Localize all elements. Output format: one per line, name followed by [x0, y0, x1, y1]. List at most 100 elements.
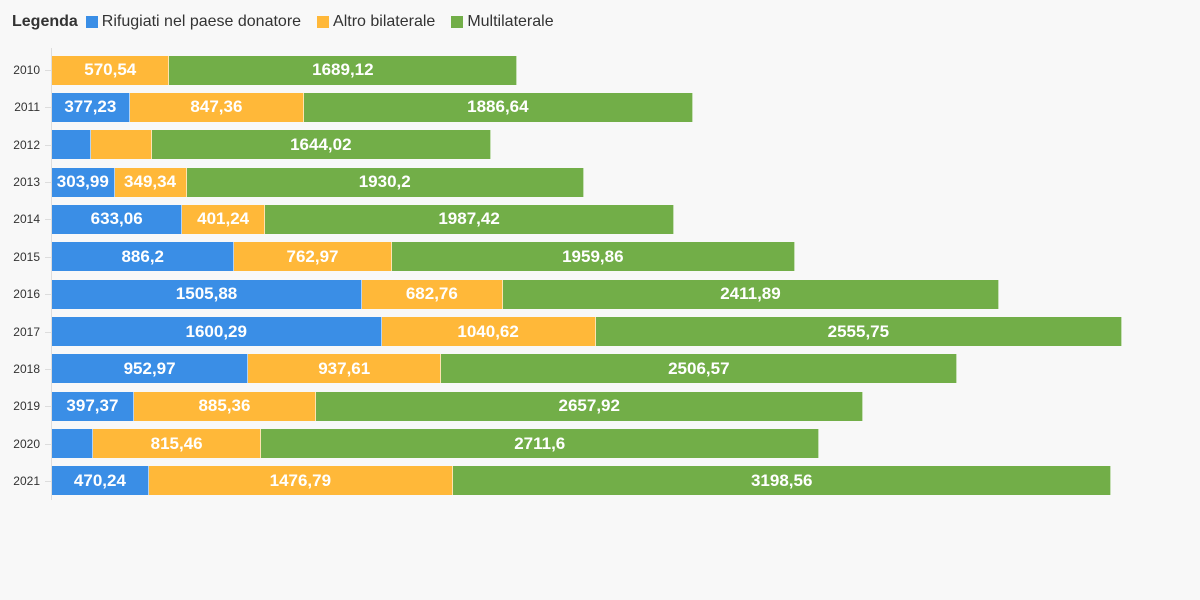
- data-label: 952,97: [123, 358, 176, 378]
- y-tick: [45, 331, 51, 333]
- legend: Legenda Rifugiati nel paese donatore Alt…: [12, 13, 570, 31]
- data-label: 570,54: [84, 60, 137, 79]
- y-tick: [45, 406, 51, 408]
- data-label: 3198,56: [750, 470, 813, 490]
- bar-segment-2019-2[interactable]: 2657,92: [316, 391, 864, 421]
- bar-segment-2018-0[interactable]: 952,97: [52, 354, 249, 384]
- bar-segment-2021-0[interactable]: 470,24: [52, 466, 149, 496]
- bar-segment-2012-2[interactable]: 1644,02: [152, 130, 491, 160]
- bar-segment-2010-2[interactable]: 1689,12: [169, 55, 518, 85]
- bar-segment-2012-1[interactable]: [91, 130, 153, 160]
- legend-title: Legenda: [12, 13, 78, 30]
- data-label: 885,36: [198, 396, 251, 416]
- bar-segment-2011-1[interactable]: 847,36: [129, 92, 305, 122]
- bar-segment-2011-0[interactable]: 377,23: [52, 92, 130, 122]
- bar-segment-2014-1[interactable]: 401,24: [182, 204, 265, 234]
- bar-segment-2015-1[interactable]: 762,97: [234, 242, 392, 272]
- legend-swatch: [317, 16, 330, 28]
- data-label: 1987,42: [438, 209, 500, 229]
- y-tick-label: 2013: [13, 175, 40, 190]
- data-label: 2555,75: [827, 321, 890, 341]
- bar-segment-2015-2[interactable]: 1959,86: [391, 242, 796, 272]
- bar-segment-2019-0[interactable]: 397,37: [52, 391, 134, 421]
- data-label: 1689,12: [312, 60, 374, 79]
- y-tick: [45, 219, 51, 221]
- bar-segment-2019-1[interactable]: 885,36: [133, 391, 317, 421]
- data-label: 1644,02: [290, 134, 352, 154]
- y-tick-label: 2014: [13, 212, 40, 227]
- bar-segment-2011-2[interactable]: 1886,64: [304, 92, 693, 122]
- legend-label: Rifugiati nel paese donatore: [101, 13, 302, 30]
- bar-segment-2014-0[interactable]: 633,06: [52, 204, 183, 234]
- bar-segment-2016-1[interactable]: 682,76: [362, 279, 503, 309]
- bar-segment-2018-1[interactable]: 937,61: [248, 354, 442, 384]
- bar-segment-2016-2[interactable]: 2411,89: [502, 279, 1000, 309]
- bar-segment-2018-2[interactable]: 2506,57: [441, 354, 958, 384]
- data-label: 377,23: [64, 97, 117, 117]
- y-tick-label: 2015: [13, 249, 40, 264]
- data-label: 815,46: [150, 433, 203, 453]
- bar-segment-2013-2[interactable]: 1930,2: [186, 167, 584, 197]
- data-label: 2711,6: [514, 433, 566, 453]
- legend-swatch: [85, 16, 98, 28]
- bar-segment-2021-2[interactable]: 3198,56: [452, 466, 1112, 496]
- data-label: 401,24: [197, 209, 250, 229]
- data-label: 682,76: [405, 284, 458, 304]
- data-label: 1476,79: [269, 470, 332, 490]
- data-label: 847,36: [190, 97, 243, 117]
- y-tick: [45, 368, 51, 370]
- y-tick-label: 2019: [13, 399, 40, 414]
- y-tick: [45, 443, 51, 445]
- bar-segment-2017-1[interactable]: 1040,62: [381, 317, 596, 347]
- bar-segment-2017-0[interactable]: 1600,29: [52, 317, 382, 347]
- bar-segment-2014-2[interactable]: 1987,42: [264, 204, 675, 234]
- legend-label: Altro bilaterale: [333, 13, 436, 30]
- legend-swatch: [451, 16, 464, 28]
- bar-segment-2012-0[interactable]: [52, 130, 92, 160]
- y-tick-label: 2012: [13, 137, 40, 152]
- bar-segment-2017-2[interactable]: 2555,75: [595, 317, 1122, 347]
- data-label: 633,06: [90, 209, 143, 229]
- y-tick-label: 2021: [13, 473, 40, 488]
- bar-segment-2020-0[interactable]: [52, 429, 94, 459]
- data-label: 470,24: [73, 470, 126, 490]
- data-label: 1959,86: [562, 246, 624, 266]
- data-label: 1930,2: [358, 172, 411, 192]
- data-label: 1886,64: [467, 97, 529, 117]
- data-label: 303,99: [56, 172, 109, 192]
- y-tick-label: 2011: [14, 100, 40, 115]
- data-label: 2657,92: [558, 396, 620, 416]
- y-axis-line: [51, 48, 52, 500]
- y-tick: [45, 256, 51, 258]
- bar-segment-2015-0[interactable]: 886,2: [52, 242, 235, 272]
- bar-segment-2016-0[interactable]: 1505,88: [52, 279, 363, 309]
- bar-segment-2020-1[interactable]: 815,46: [93, 429, 262, 459]
- data-label: 762,97: [286, 246, 339, 266]
- y-tick-label: 2017: [13, 324, 40, 339]
- data-label: 1600,29: [185, 321, 247, 341]
- y-tick: [45, 294, 51, 296]
- legend-item-rifugiati[interactable]: Rifugiati nel paese donatore: [85, 13, 302, 31]
- bar-segment-2021-1[interactable]: 1476,79: [148, 466, 453, 496]
- data-label: 1505,88: [175, 284, 238, 304]
- data-label: 2506,57: [668, 358, 730, 378]
- legend-item-altro-bilaterale[interactable]: Altro bilaterale: [317, 13, 435, 31]
- y-tick-label: 2020: [13, 436, 40, 451]
- legend-item-multilaterale[interactable]: Multilaterale: [451, 13, 554, 31]
- bar-segment-2010-1[interactable]: 570,54: [52, 55, 170, 85]
- bar-segment-2020-2[interactable]: 2711,6: [261, 429, 820, 459]
- y-tick: [45, 182, 51, 184]
- y-tick: [45, 70, 51, 71]
- data-label: 2411,89: [720, 284, 781, 304]
- data-label: 397,37: [66, 396, 119, 416]
- y-tick-label: 2018: [13, 361, 40, 376]
- data-label: 1040,62: [457, 321, 519, 341]
- bar-segment-2013-0[interactable]: 303,99: [52, 167, 115, 197]
- y-tick: [45, 144, 51, 146]
- y-tick-label: 2010: [13, 63, 40, 77]
- y-tick: [45, 480, 51, 482]
- bar-segment-2013-1[interactable]: 349,34: [114, 167, 187, 197]
- legend-label: Multilaterale: [467, 13, 554, 30]
- data-label: 349,34: [124, 172, 177, 192]
